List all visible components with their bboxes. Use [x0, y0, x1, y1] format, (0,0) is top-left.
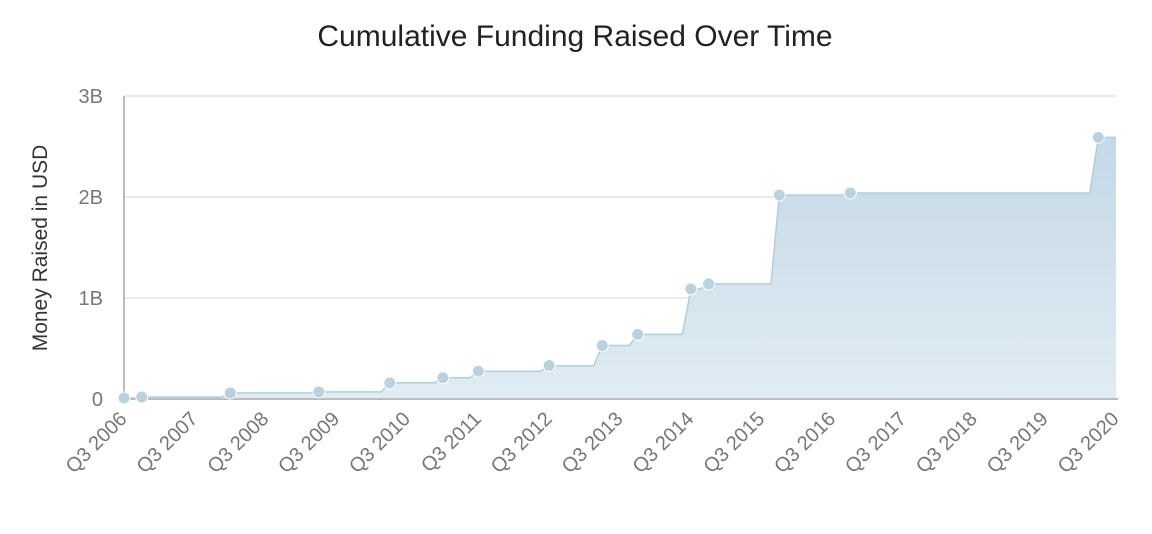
- data-point-4: [383, 376, 397, 390]
- data-point-6: [471, 364, 485, 378]
- data-point-1: [135, 390, 149, 404]
- data-point-8: [595, 338, 609, 352]
- x-tick-label-4: Q3 2010: [345, 408, 415, 478]
- x-tick-label-10: Q3 2016: [770, 408, 840, 478]
- data-point-7: [542, 359, 556, 373]
- x-tick-label-6: Q3 2012: [487, 408, 557, 478]
- data-point-5: [436, 371, 450, 385]
- x-tick-label-1: Q3 2007: [133, 408, 203, 478]
- x-tick-label-9: Q3 2015: [699, 408, 769, 478]
- data-point-0: [117, 391, 131, 405]
- x-tick-label-3: Q3 2009: [274, 408, 344, 478]
- x-tick-label-0: Q3 2006: [62, 408, 132, 478]
- x-tick-label-2: Q3 2008: [203, 408, 273, 478]
- x-tick-label-5: Q3 2011: [417, 408, 486, 477]
- y-tick-label-2: 2B: [79, 187, 103, 209]
- y-tick-labels: 0 1B 2B 3B: [79, 86, 103, 411]
- area-line: [124, 136, 1116, 399]
- area-series: [124, 136, 1116, 399]
- x-tick-label-12: Q3 2018: [912, 408, 982, 478]
- data-point-14: [1091, 130, 1105, 144]
- data-point-2: [223, 386, 237, 400]
- x-tick-labels: Q3 2006 Q3 2007 Q3 2008 Q3 2009 Q3 2010 Q3 20…: [62, 408, 1124, 478]
- axes: [123, 96, 1118, 400]
- data-point-11: [702, 277, 716, 291]
- data-point-9: [631, 327, 645, 341]
- data-point-13: [843, 186, 857, 200]
- y-tick-label-1: 1B: [79, 288, 103, 310]
- x-tick-label-7: Q3 2013: [558, 408, 628, 478]
- x-tick-label-11: Q3 2017: [841, 408, 911, 478]
- x-tick-label-14: Q3 2020: [1054, 408, 1124, 478]
- chart-title: Cumulative Funding Raised Over Time: [317, 20, 832, 53]
- y-axis-label: Money Raised in USD: [29, 145, 52, 352]
- data-point-12: [772, 188, 786, 202]
- x-tick-label-13: Q3 2019: [983, 408, 1053, 478]
- data-point-10: [684, 282, 698, 296]
- y-tick-label-0: 0: [92, 389, 103, 411]
- data-point-3: [312, 385, 326, 399]
- data-markers: [117, 130, 1105, 405]
- area-fill: [124, 137, 1116, 399]
- x-tick-label-8: Q3 2014: [629, 408, 699, 478]
- y-tick-label-3: 3B: [79, 86, 103, 108]
